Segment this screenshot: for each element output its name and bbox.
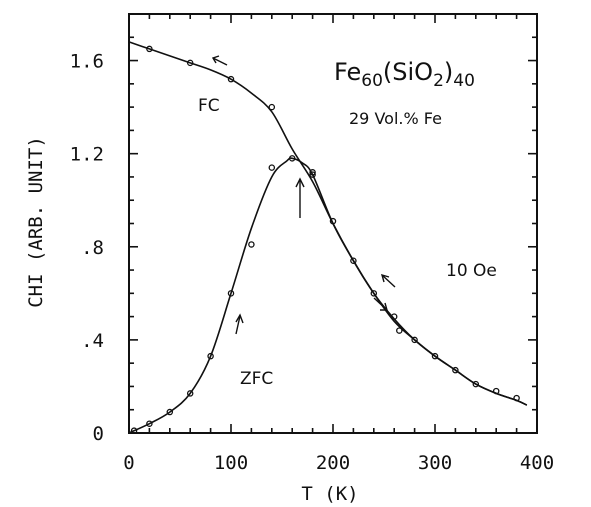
fc-data-point xyxy=(227,75,235,83)
zfc-data-point xyxy=(329,217,337,225)
zfc-data-point xyxy=(390,313,398,320)
zfc-data-point xyxy=(207,352,214,360)
x-tick-label: 300 xyxy=(418,452,452,474)
x-tick-label: 0 xyxy=(123,452,134,474)
fc-data-point xyxy=(309,171,316,178)
zfc-label: ZFC xyxy=(240,369,273,389)
zfc-data-point xyxy=(370,290,378,297)
zfc-data-point xyxy=(166,408,174,416)
fc-cooling-arrow xyxy=(211,55,228,66)
x-axis-title: T (K) xyxy=(301,483,358,505)
zfc-data-point xyxy=(492,387,500,395)
zfc-data-point xyxy=(288,155,296,162)
zfc-data-point xyxy=(186,390,194,397)
peak-arrow xyxy=(295,177,305,218)
y-tick-labels: 0 .4 .8 1.2 1.6 xyxy=(70,51,104,445)
y-tick-label: .8 xyxy=(81,237,104,259)
x-tick-label: 200 xyxy=(316,452,350,474)
tick-marks xyxy=(128,13,538,434)
zfc-warming-arrow xyxy=(235,313,244,335)
composition-label: 29 Vol.% Fe xyxy=(349,109,442,128)
y-tick-label: .4 xyxy=(81,330,104,352)
zfc-data-point xyxy=(431,352,439,360)
zfc-data-point xyxy=(350,257,357,264)
x-tick-label: 400 xyxy=(520,452,554,474)
y-tick-label: 0 xyxy=(93,423,104,445)
fc-data-point xyxy=(186,59,194,67)
fc-curve xyxy=(128,41,528,406)
zfc-data-point xyxy=(396,327,403,334)
zfc-arrow-right xyxy=(373,297,388,311)
zfc-data-point xyxy=(130,427,138,434)
fc-label: FC xyxy=(198,96,220,116)
zfc-data-point xyxy=(513,394,520,402)
fc-data-point xyxy=(268,103,276,111)
fc-arrow-right xyxy=(380,273,396,288)
series-markers xyxy=(130,45,520,434)
zfc-data-point xyxy=(268,164,276,171)
zfc-data-point xyxy=(248,241,255,248)
formula-label: Fe60(SiO2)40 xyxy=(334,58,475,91)
y-tick-label: 1.6 xyxy=(70,51,104,73)
zfc-data-point xyxy=(309,169,316,176)
x-tick-labels: 0 100 200 300 400 xyxy=(123,452,554,474)
fc-data-point xyxy=(146,45,153,53)
zfc-data-point xyxy=(452,366,459,374)
field-label: 10 Oe xyxy=(446,261,497,281)
zfc-data-point xyxy=(411,336,418,344)
series-curves xyxy=(128,41,528,434)
zfc-data-point xyxy=(227,290,235,297)
y-tick-label: 1.2 xyxy=(70,144,104,166)
zfc-data-point xyxy=(146,420,153,427)
x-tick-label: 100 xyxy=(214,452,248,474)
y-axis-title: CHI (ARB. UNIT) xyxy=(25,136,47,308)
zfc-data-point xyxy=(472,380,480,388)
